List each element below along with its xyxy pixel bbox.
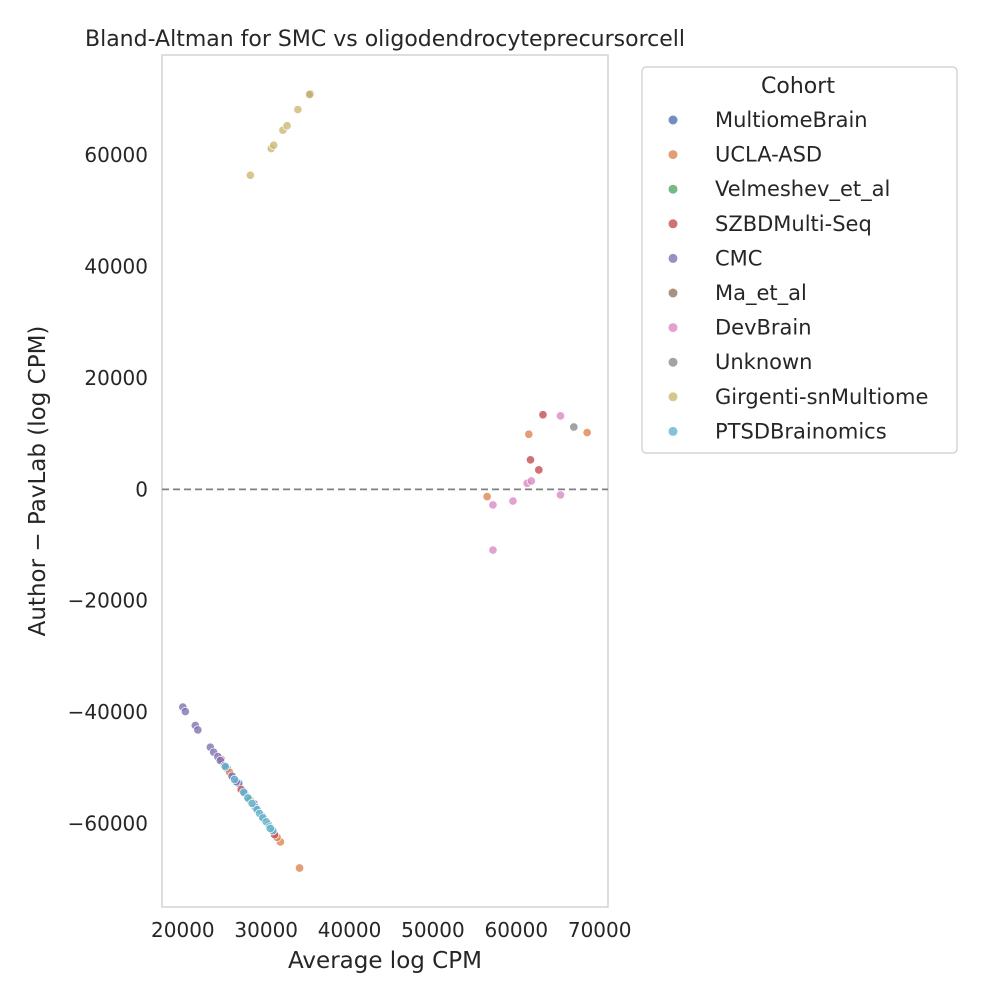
y-tick-label: −40000 <box>68 700 148 724</box>
y-tick-labels: −60000 −40000 −20000 0 20000 40000 60000 <box>68 143 148 835</box>
legend-marker <box>668 184 678 194</box>
data-point <box>245 170 255 180</box>
data-point <box>305 89 315 100</box>
legend-marker <box>668 253 678 263</box>
data-point <box>269 140 279 150</box>
data-point <box>538 410 548 420</box>
x-tick-label: 30000 <box>234 918 298 942</box>
x-tick-label: 50000 <box>401 918 465 942</box>
x-tick-label: 70000 <box>568 918 632 942</box>
legend-label: MultiomeBrain <box>715 108 868 132</box>
legend-label: Ma_et_al <box>715 281 807 306</box>
legend-label: Unknown <box>715 350 812 374</box>
legend-title: Cohort <box>761 74 835 99</box>
data-point <box>569 422 579 432</box>
data-point <box>534 465 544 475</box>
legend-label: PTSDBrainomics <box>715 419 887 443</box>
data-point <box>180 706 190 717</box>
data-point <box>524 429 534 439</box>
data-point <box>293 105 303 115</box>
data-point <box>488 545 498 555</box>
data-point <box>555 490 566 500</box>
y-tick-label: 60000 <box>84 143 148 167</box>
data-point <box>295 863 305 873</box>
y-tick-label: 0 <box>135 477 148 501</box>
data-point <box>582 428 592 438</box>
legend-label: DevBrain <box>715 316 812 340</box>
x-tick-labels: 20000 30000 40000 50000 60000 70000 <box>151 918 631 942</box>
y-tick-label: 40000 <box>84 255 148 279</box>
y-tick-label: 20000 <box>84 366 148 390</box>
legend-marker <box>668 115 678 125</box>
legend-items: MultiomeBrain UCLA-ASD Velmeshev_et_al SZBD… <box>668 108 928 443</box>
legend-label: UCLA-ASD <box>715 143 822 167</box>
x-axis-title: Average log CPM <box>288 948 482 974</box>
legend-label: CMC <box>715 246 762 270</box>
x-tick-label: 60000 <box>484 918 548 942</box>
legend-marker <box>668 323 678 333</box>
chart-title: Bland-Altman for SMC vs oligodendrocytep… <box>85 27 685 52</box>
plot-frame <box>161 54 609 908</box>
legend-marker <box>668 288 678 298</box>
legend: Cohort MultiomeBrain UCLA-ASD Velmeshev_et… <box>641 66 958 454</box>
legend-label: SZBDMulti-Seq <box>715 212 872 236</box>
x-tick-label: 20000 <box>151 918 215 942</box>
y-axis-title: Author − PavLab (log CPM) <box>25 326 51 637</box>
data-points <box>178 89 592 873</box>
data-point <box>282 121 292 131</box>
legend-marker <box>668 150 678 160</box>
legend-frame <box>641 66 958 454</box>
data-point <box>525 455 536 465</box>
data-point <box>508 496 518 506</box>
data-point <box>247 798 257 808</box>
data-point <box>555 411 566 421</box>
data-point <box>229 774 240 785</box>
x-tick-label: 40000 <box>318 918 382 942</box>
legend-marker <box>668 426 678 436</box>
data-point <box>526 476 536 486</box>
data-point <box>265 823 275 834</box>
legend-marker <box>668 219 678 229</box>
data-point <box>193 725 203 735</box>
legend-marker <box>668 392 678 402</box>
legend-label: Girgenti-snMultiome <box>715 385 928 409</box>
data-point <box>482 492 492 502</box>
y-tick-label: −60000 <box>68 811 148 835</box>
data-point <box>488 500 498 510</box>
legend-marker <box>668 357 678 367</box>
y-tick-label: −20000 <box>68 589 148 613</box>
legend-label: Velmeshev_et_al <box>715 177 890 202</box>
data-point <box>220 762 230 772</box>
